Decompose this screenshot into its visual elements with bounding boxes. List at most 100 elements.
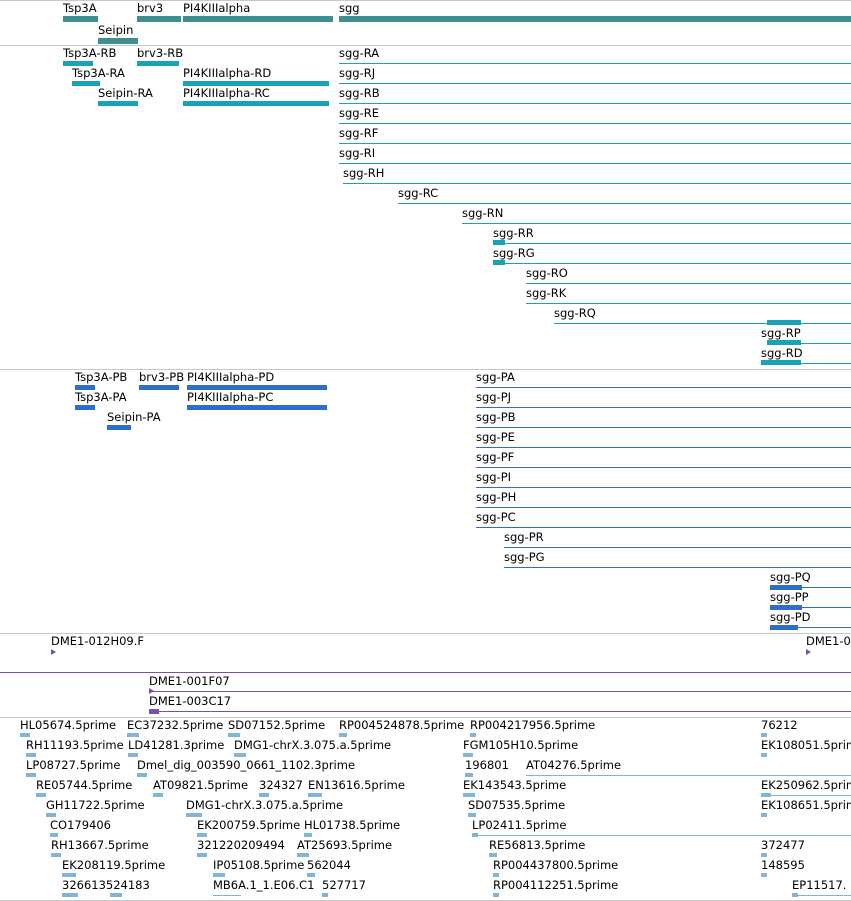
est-label[interactable]: IP05108.5prime bbox=[213, 858, 305, 872]
est-feature[interactable] bbox=[26, 773, 36, 777]
est-label[interactable]: AT09821.5prime bbox=[153, 778, 249, 792]
transcript-label[interactable]: PI4KIIIalpha-RD bbox=[183, 66, 272, 80]
est-feature[interactable] bbox=[62, 893, 78, 897]
est-feature[interactable] bbox=[761, 793, 771, 797]
transcript-feature[interactable] bbox=[761, 360, 801, 365]
est-feature[interactable] bbox=[761, 733, 767, 737]
gene-label[interactable]: Seipin bbox=[98, 23, 134, 37]
est-feature[interactable] bbox=[463, 793, 475, 797]
transcript-label[interactable]: Tsp3A-RB bbox=[63, 46, 117, 60]
transcript-feature[interactable] bbox=[339, 103, 851, 104]
est-label[interactable]: EK208119.5prime bbox=[62, 858, 166, 872]
est-label[interactable]: HL05674.5prime bbox=[20, 718, 117, 732]
est-feature[interactable] bbox=[153, 793, 163, 797]
protein-feature[interactable] bbox=[476, 507, 851, 508]
est-feature[interactable] bbox=[304, 833, 312, 837]
est-feature[interactable] bbox=[197, 833, 207, 837]
protein-label[interactable]: sgg-PG bbox=[504, 550, 545, 564]
est-feature[interactable] bbox=[339, 733, 347, 737]
est-label[interactable]: AT04276.5prime bbox=[526, 758, 622, 772]
protein-label[interactable]: brv3-PB bbox=[139, 370, 185, 384]
clone-label[interactable]: DME1-003C17 bbox=[149, 694, 232, 708]
clone-marker[interactable] bbox=[806, 649, 811, 655]
est-feature[interactable] bbox=[20, 733, 30, 737]
est-label[interactable]: RE05744.5prime bbox=[36, 778, 133, 792]
clone-feature[interactable] bbox=[149, 691, 851, 692]
est-label[interactable]: FGM105H10.5prime bbox=[463, 738, 579, 752]
est-label[interactable]: EK143543.5prime bbox=[463, 778, 567, 792]
est-label[interactable]: EK108051.5prime bbox=[761, 738, 851, 752]
transcript-label[interactable]: sgg-RN bbox=[462, 206, 504, 220]
est-feature[interactable] bbox=[771, 795, 851, 796]
clone-label[interactable]: DME1-012H09.F bbox=[51, 634, 145, 648]
est-feature[interactable] bbox=[463, 753, 473, 757]
clone-feature[interactable] bbox=[159, 711, 851, 712]
protein-label[interactable]: sgg-PH bbox=[476, 490, 517, 504]
transcript-feature[interactable] bbox=[505, 243, 851, 244]
est-feature[interactable] bbox=[761, 873, 767, 877]
transcript-feature[interactable] bbox=[339, 123, 851, 124]
est-feature[interactable] bbox=[137, 773, 147, 777]
transcript-feature[interactable] bbox=[98, 101, 138, 106]
gene-label[interactable]: sgg bbox=[339, 1, 360, 15]
gene-label[interactable]: Tsp3A bbox=[63, 1, 97, 15]
est-feature[interactable] bbox=[761, 813, 767, 817]
protein-feature[interactable] bbox=[770, 625, 798, 630]
protein-label[interactable]: PI4KIIIalpha-PD bbox=[187, 370, 275, 384]
transcript-feature[interactable] bbox=[137, 61, 179, 66]
est-label[interactable]: LP08727.5prime bbox=[26, 758, 121, 772]
est-label[interactable]: Dmel_dig_003590_0661_1102.3prime bbox=[137, 758, 356, 772]
clone-marker[interactable] bbox=[149, 688, 154, 694]
est-label[interactable]: 321220209494 bbox=[197, 838, 285, 852]
est-label[interactable]: RP004437800.5prime bbox=[493, 858, 619, 872]
est-feature[interactable] bbox=[36, 793, 46, 797]
transcript-label[interactable]: sgg-RG bbox=[493, 246, 535, 260]
est-feature[interactable] bbox=[308, 793, 322, 797]
est-label[interactable]: GH11722.5prime bbox=[46, 798, 145, 812]
protein-label[interactable]: sgg-PC bbox=[476, 510, 516, 524]
est-feature[interactable] bbox=[297, 853, 309, 857]
transcript-feature[interactable] bbox=[339, 143, 851, 144]
est-feature[interactable] bbox=[792, 893, 798, 897]
transcript-label[interactable]: sgg-RE bbox=[339, 106, 379, 120]
protein-feature[interactable] bbox=[476, 407, 851, 408]
est-label[interactable]: 196801 bbox=[465, 758, 509, 772]
est-label[interactable]: LD41281.3prime bbox=[128, 738, 225, 752]
est-label[interactable]: RH11193.5prime bbox=[26, 738, 124, 752]
transcript-feature[interactable] bbox=[493, 240, 505, 245]
transcript-feature[interactable] bbox=[462, 223, 851, 224]
protein-label[interactable]: Seipin-PA bbox=[107, 410, 161, 424]
est-feature[interactable] bbox=[761, 753, 767, 757]
est-label[interactable]: RE56813.5prime bbox=[489, 838, 586, 852]
protein-feature[interactable] bbox=[187, 405, 327, 410]
gene-feature[interactable] bbox=[339, 16, 851, 22]
est-label[interactable]: SD07152.5prime bbox=[228, 718, 326, 732]
est-label[interactable]: MB6A.1_1.E06.C1 bbox=[213, 878, 315, 892]
protein-feature[interactable] bbox=[476, 427, 851, 428]
protein-label[interactable]: sgg-PP bbox=[770, 590, 809, 604]
protein-feature[interactable] bbox=[476, 487, 851, 488]
protein-label[interactable]: sgg-PF bbox=[476, 450, 515, 464]
protein-feature[interactable] bbox=[75, 385, 95, 390]
transcript-feature[interactable] bbox=[767, 340, 801, 345]
clone-feature[interactable] bbox=[149, 709, 159, 714]
transcript-feature[interactable] bbox=[801, 343, 851, 344]
protein-label[interactable]: sgg-PQ bbox=[770, 570, 811, 584]
est-feature[interactable] bbox=[26, 753, 36, 757]
est-feature[interactable] bbox=[228, 733, 240, 737]
protein-label[interactable]: Tsp3A-PB bbox=[75, 370, 128, 384]
est-label[interactable]: 562044 bbox=[307, 858, 351, 872]
est-label[interactable]: RH13667.5prime bbox=[51, 838, 149, 852]
gene-label[interactable]: PI4KIIIalpha bbox=[183, 1, 251, 15]
est-label[interactable]: 76212 bbox=[761, 718, 798, 732]
est-feature[interactable] bbox=[128, 753, 138, 757]
transcript-feature[interactable] bbox=[505, 263, 851, 264]
est-feature[interactable] bbox=[307, 873, 315, 877]
protein-feature[interactable] bbox=[476, 387, 851, 388]
est-feature[interactable] bbox=[470, 733, 476, 737]
est-feature[interactable] bbox=[234, 753, 246, 757]
transcript-feature[interactable] bbox=[801, 363, 851, 364]
protein-feature[interactable] bbox=[107, 425, 131, 430]
protein-feature[interactable] bbox=[802, 607, 851, 608]
est-label[interactable]: DMG1-chrX.3.075.a.5prime bbox=[234, 738, 392, 752]
